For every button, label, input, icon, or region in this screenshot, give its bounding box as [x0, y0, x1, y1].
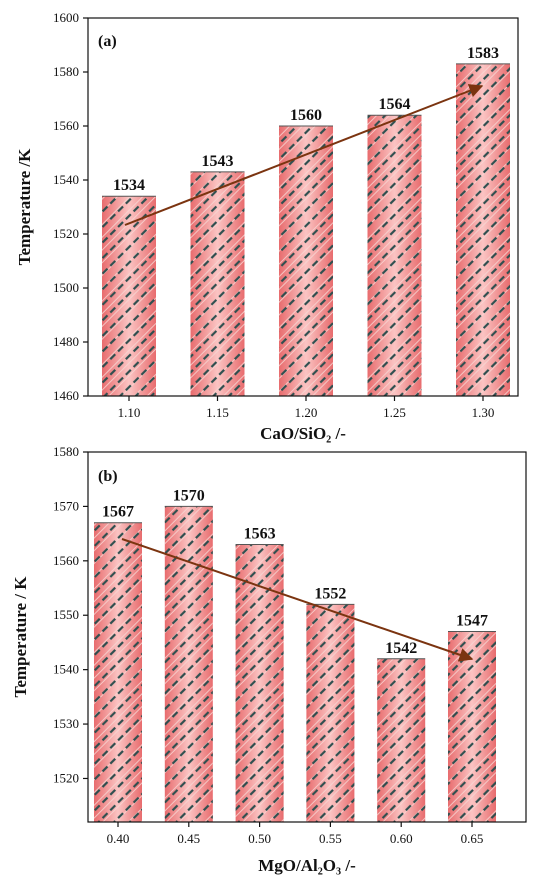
bar-hatch: [190, 171, 245, 396]
y-tick-label: 1540: [53, 172, 79, 187]
panel-a-trend-arrow: [124, 84, 484, 226]
panel-b-label: (b): [98, 468, 118, 485]
y-tick-label: 1550: [53, 607, 79, 622]
bar-hatch: [279, 126, 333, 396]
panel-a-plot-frame: [87, 17, 519, 397]
y-tick-label: 1560: [53, 118, 79, 133]
panel-a-x-ticks: 1.10 1.15 1.20 1.25 1.30: [118, 396, 495, 420]
y-tick-label: 1600: [53, 10, 79, 25]
bar-hatch: [164, 506, 213, 822]
panel-b-y-axis-title: Temperature / K: [11, 576, 30, 698]
x-tick-label: 1.20: [295, 405, 318, 420]
panel-b-x-axis-title: MgO/Al₂O₃ /-: [258, 856, 356, 875]
data-label: 1567: [102, 504, 134, 521]
x-tick-label: 0.55: [319, 831, 342, 846]
panel-b-x-ticks: 0.40 0.45 0.50 0.55 0.60 0.65: [107, 822, 484, 846]
data-label: 1542: [385, 640, 417, 657]
y-tick-label: 1570: [53, 498, 79, 513]
x-tick-label: 1.10: [118, 405, 141, 420]
data-label: 1552: [314, 585, 346, 602]
data-label: 1564: [379, 96, 411, 113]
bar: [448, 631, 496, 822]
bar-hatch: [377, 658, 426, 822]
panel-b-y-ticks: 1520 1530 1540 1550 1560 1570 1580: [53, 444, 88, 785]
y-tick-label: 1530: [53, 716, 79, 731]
bar: [279, 125, 333, 396]
bar-hatch: [367, 115, 422, 396]
data-label: 1547: [456, 613, 488, 630]
bar: [94, 522, 142, 822]
bar: [102, 195, 156, 396]
y-tick-label: 1560: [53, 553, 79, 568]
panel-b-data-labels: 1567 1570 1563 1552 1542 1547: [102, 487, 488, 656]
x-tick-label: 0.40: [107, 831, 130, 846]
bar-hatch: [456, 63, 510, 397]
x-tick-label: 1.15: [206, 405, 229, 420]
panel-a-y-axis-title: Temperature /K: [15, 148, 34, 265]
panel-b-bars: [94, 505, 496, 822]
y-tick-label: 1540: [53, 662, 79, 677]
data-label: 1570: [173, 487, 205, 504]
panel-b-plot-frame: [87, 451, 527, 823]
panel-b: 1520 1530 1540 1550 1560 1570 1580 0.40 0.45 0.5…: [11, 444, 527, 875]
x-tick-label: 0.60: [390, 831, 413, 846]
panel-a-x-axis-title: CaO/SiO₂ /-: [260, 424, 346, 443]
data-label: 1543: [202, 153, 234, 170]
x-tick-label: 0.45: [177, 831, 200, 846]
bar: [164, 505, 213, 822]
x-tick-label: 1.25: [383, 405, 406, 420]
panel-b-trend-arrow: [121, 538, 474, 662]
bar: [190, 171, 245, 396]
data-label: 1560: [290, 107, 322, 124]
y-tick-label: 1520: [53, 770, 79, 785]
y-tick-label: 1480: [53, 334, 79, 349]
x-tick-label: 1.30: [472, 405, 495, 420]
data-label: 1563: [244, 526, 276, 543]
y-tick-label: 1500: [53, 280, 79, 295]
bar-hatch: [448, 631, 496, 822]
bar: [377, 658, 426, 822]
y-tick-label: 1580: [53, 444, 79, 459]
x-tick-label: 0.50: [248, 831, 271, 846]
bar: [456, 63, 510, 397]
panel-a-label: (a): [98, 33, 117, 50]
y-tick-label: 1580: [53, 64, 79, 79]
panel-a-data-labels: 1534 1543 1560 1564 1583: [113, 45, 499, 194]
bar-hatch: [102, 196, 156, 396]
y-tick-label: 1460: [53, 388, 79, 403]
bar-hatch: [306, 604, 355, 822]
y-tick-label: 1520: [53, 226, 79, 241]
bar: [235, 544, 284, 822]
bar-hatch: [94, 522, 142, 822]
data-label: 1534: [113, 177, 145, 194]
data-label: 1583: [467, 45, 499, 62]
bar: [306, 603, 355, 822]
bar: [367, 114, 422, 396]
panel-a-bars: [102, 63, 510, 397]
x-tick-label: 0.65: [461, 831, 484, 846]
panel-a-y-ticks: 1460 1480 1500 1520 1540 1560 1580 1600: [53, 10, 88, 403]
